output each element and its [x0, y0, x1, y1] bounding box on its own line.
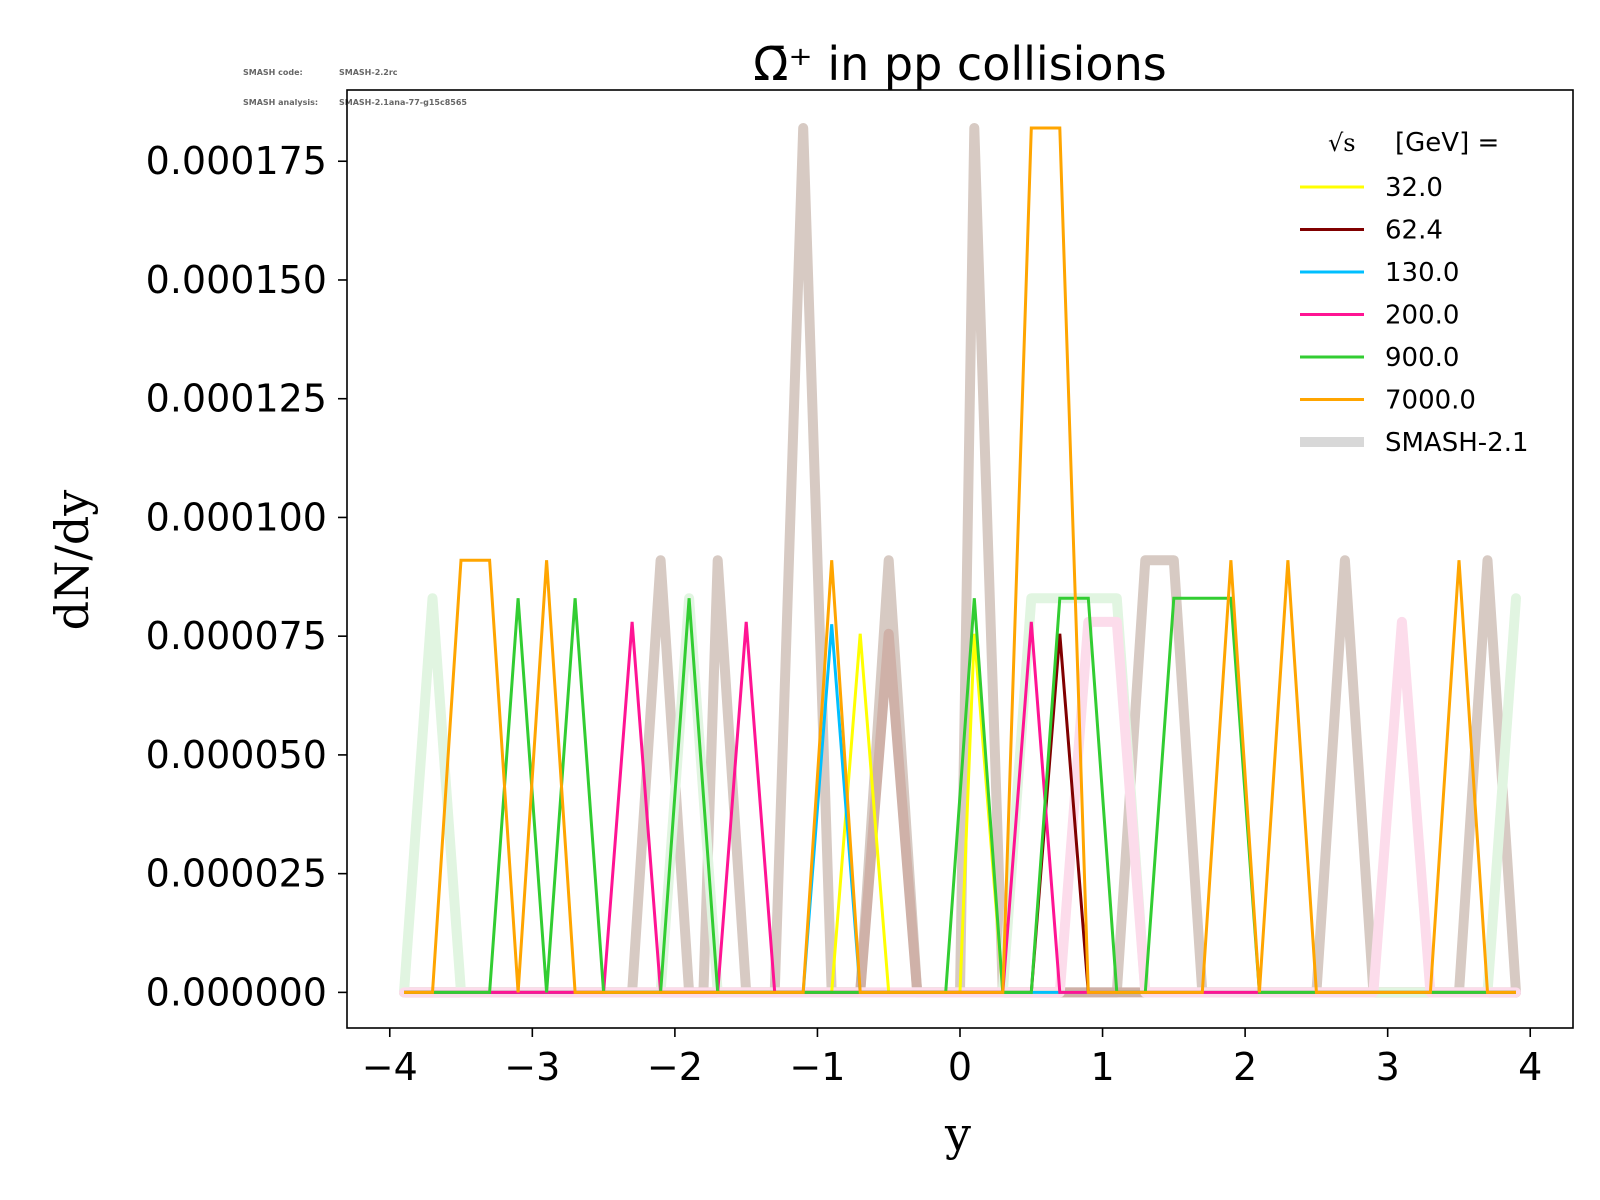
- reference-series-lines: [399, 123, 1521, 998]
- y-tick-label: 0.000025: [146, 852, 327, 896]
- legend-label: 7000.0: [1385, 386, 1476, 416]
- legend: √s [GeV] = 32.0 62.4 130.0 200.0 900.0 7000.0…: [1300, 128, 1529, 458]
- smash-code-value: SMASH-2.2rc: [339, 68, 398, 77]
- series-line-200-0: [404, 621, 1516, 994]
- chart-title: Ω̄⁺ in pp collisions: [753, 37, 1166, 91]
- x-tick-label: −4: [362, 1045, 418, 1089]
- y-tick-label: 0.000175: [146, 139, 327, 183]
- x-axis-label: y: [944, 1107, 971, 1161]
- smash-version-info: SMASH code: SMASH-2.2rc SMASH analysis: SM…: [243, 48, 467, 118]
- legend-title: [GeV] =: [1395, 128, 1499, 158]
- y-axis-ticks: 0.000000 0.000025 0.000050 0.000075 0.000100…: [146, 139, 347, 1014]
- x-tick-label: 3: [1376, 1045, 1400, 1089]
- y-tick-label: 0.000075: [146, 614, 327, 658]
- smash-analysis-value: SMASH-2.1ana-77-g15c8565: [339, 98, 467, 107]
- x-tick-label: 4: [1518, 1045, 1542, 1089]
- legend-label: 900.0: [1385, 343, 1459, 373]
- legend-label: SMASH-2.1: [1385, 428, 1529, 458]
- legend-label: 200.0: [1385, 301, 1459, 331]
- x-tick-label: 2: [1233, 1045, 1257, 1089]
- x-tick-label: 0: [948, 1045, 972, 1089]
- x-tick-label: −3: [504, 1045, 560, 1089]
- y-tick-label: 0.000000: [146, 970, 327, 1014]
- smash-analysis-label: SMASH analysis:: [243, 98, 319, 107]
- x-tick-label: 1: [1090, 1045, 1114, 1089]
- y-tick-label: 0.000050: [146, 733, 327, 777]
- series-lines: [404, 126, 1516, 994]
- smash-code-line: SMASH code: SMASH-2.2rc: [243, 68, 467, 78]
- y-axis-label: dN/dy: [45, 490, 99, 631]
- smash-analysis-line: SMASH analysis: SMASH-2.1ana-77-g15c8565: [243, 98, 467, 108]
- y-tick-label: 0.000100: [146, 495, 327, 539]
- legend-label: 62.4: [1385, 216, 1443, 246]
- series-line-7000-0: [404, 126, 1516, 994]
- x-tick-label: −2: [647, 1045, 703, 1089]
- legend-title-sqrt-symbol: √s: [1328, 129, 1356, 157]
- x-tick-label: −1: [789, 1045, 845, 1089]
- x-axis-ticks: −4 −3 −2 −1 0 1 2 3 4: [362, 1028, 1542, 1089]
- y-tick-label: 0.000125: [146, 377, 327, 421]
- reference-line-0-0: [399, 123, 1521, 998]
- legend-entries: 32.0 62.4 130.0 200.0 900.0 7000.0 SMASH-2.1: [1300, 173, 1529, 458]
- y-tick-label: 0.000150: [146, 258, 327, 302]
- legend-label: 130.0: [1385, 258, 1459, 288]
- legend-label: 32.0: [1385, 173, 1443, 203]
- smash-code-label: SMASH code:: [243, 68, 303, 77]
